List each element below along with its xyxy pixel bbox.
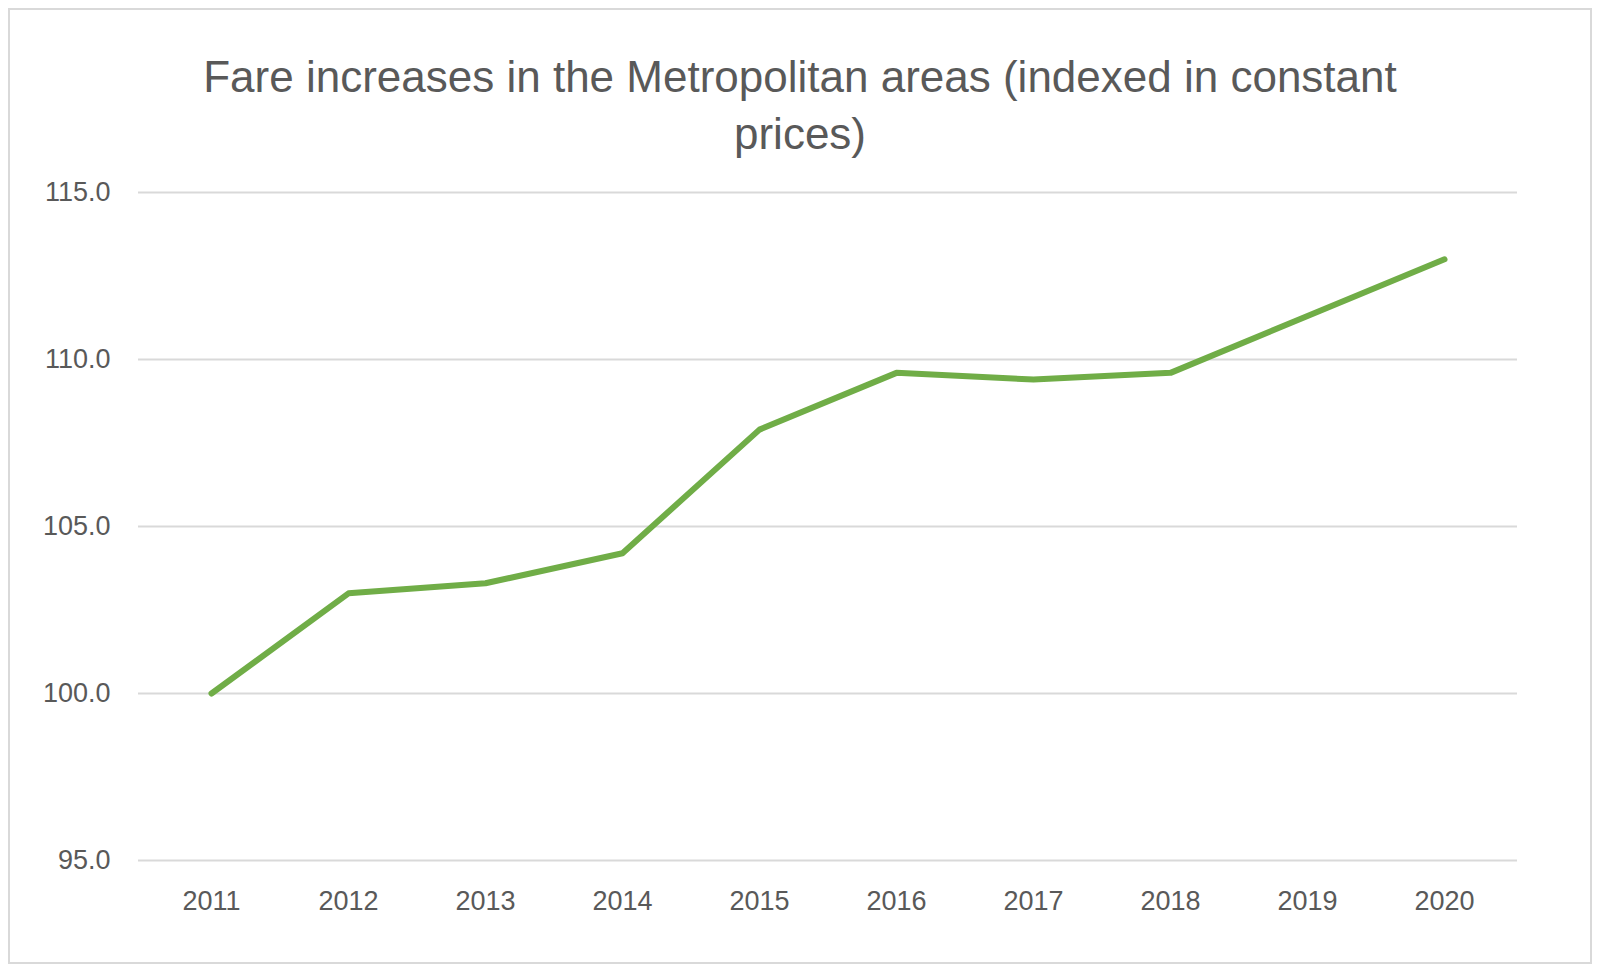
svg-text:2019: 2019 (1277, 886, 1337, 916)
svg-text:2011: 2011 (182, 886, 240, 916)
svg-text:100.0: 100.0 (43, 678, 111, 708)
svg-text:2020: 2020 (1414, 886, 1474, 916)
svg-text:105.0: 105.0 (43, 511, 111, 541)
svg-text:2014: 2014 (592, 886, 652, 916)
svg-text:2017: 2017 (1003, 886, 1063, 916)
svg-text:2013: 2013 (455, 886, 515, 916)
svg-text:2016: 2016 (866, 886, 926, 916)
svg-text:2018: 2018 (1140, 886, 1200, 916)
svg-text:115.0: 115.0 (45, 177, 111, 207)
svg-text:2015: 2015 (729, 886, 789, 916)
svg-text:95.0: 95.0 (58, 845, 111, 875)
html-text:Fare increases in the Metropol: Fare increases in the Metropolitan areas… (203, 52, 1397, 158)
svg-text:110.0: 110.0 (45, 344, 111, 374)
svg-text:2012: 2012 (318, 886, 378, 916)
